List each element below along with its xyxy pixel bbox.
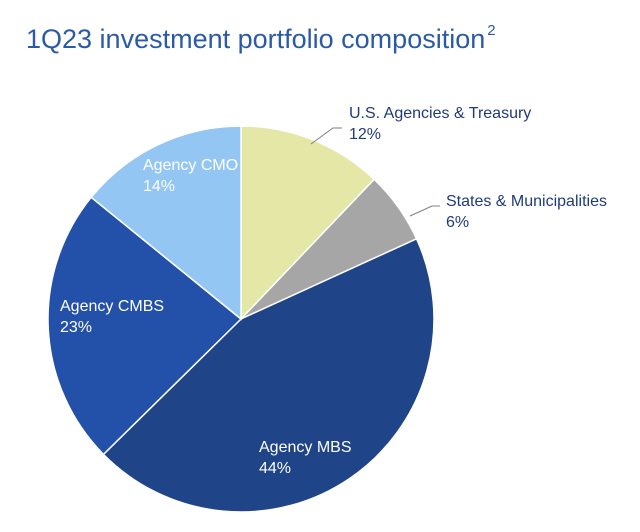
slice-percent: 44%	[259, 460, 292, 477]
leader-line-us-agencies-treasury	[310, 127, 342, 145]
slice-name: U.S. Agencies & Treasury	[349, 105, 532, 122]
leader-line-states-municipalities	[409, 205, 440, 217]
slice-name: Agency CMO	[143, 157, 239, 174]
chart-title-text: 1Q23 investment portfolio composition	[26, 24, 486, 54]
slice-name: States & Municipalities	[446, 193, 607, 210]
pie-slice-u-s-agencies-treasury	[240, 125, 376, 321]
title-footnote-marker: 2	[487, 22, 496, 39]
slice-label-agency-cmo: Agency CMO 14%	[143, 155, 238, 197]
slice-percent: 23%	[60, 319, 93, 336]
slice-percent: 6%	[446, 214, 470, 231]
pie-slice-agency-mbs	[102, 237, 435, 513]
slice-label-agency-mbs: Agency MBS 44%	[259, 437, 351, 479]
chart-title: 1Q23 investment portfolio composition 2	[26, 22, 496, 55]
slice-label-us-agencies-treasury: U.S. Agencies & Treasury 12%	[349, 103, 531, 145]
slice-percent: 12%	[349, 126, 382, 143]
slice-name: Agency MBS	[259, 439, 352, 456]
slice-label-agency-cmbs: Agency CMBS 23%	[60, 296, 164, 338]
slice-label-states-municipalities: States & Municipalities 6%	[446, 191, 607, 233]
slice-percent: 14%	[143, 178, 176, 195]
pie-slice-agency-cmo	[90, 125, 242, 321]
pie-slice-agency-cmbs	[47, 196, 243, 456]
slice-name: Agency CMBS	[60, 298, 165, 315]
